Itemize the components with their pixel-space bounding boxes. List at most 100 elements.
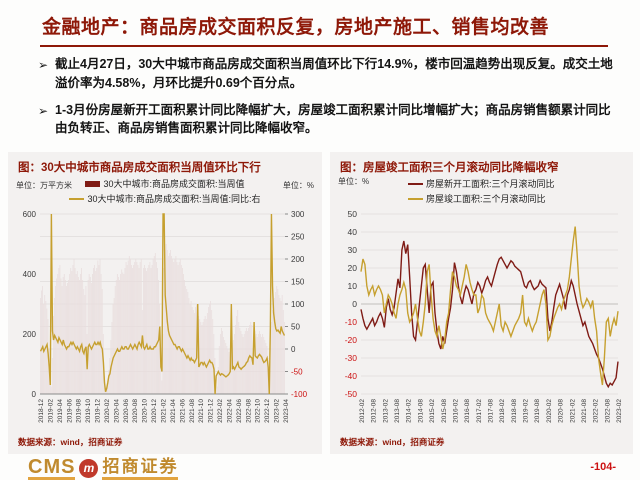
arrow-bullet-icon: ➢ (38, 103, 49, 118)
svg-text:2015-08: 2015-08 (441, 399, 448, 423)
svg-text:200: 200 (23, 330, 37, 339)
svg-text:2021-02: 2021-02 (569, 399, 576, 423)
title-underline (40, 45, 608, 47)
svg-text:2019-06: 2019-06 (66, 399, 73, 423)
svg-text:300: 300 (291, 210, 305, 219)
svg-text:10: 10 (348, 281, 358, 291)
svg-text:2019-02: 2019-02 (523, 399, 530, 423)
svg-text:2019-04: 2019-04 (57, 399, 64, 423)
svg-text:2014-08: 2014-08 (417, 399, 424, 423)
svg-text:2021-12: 2021-12 (208, 399, 215, 423)
svg-text:2019-08: 2019-08 (534, 399, 541, 423)
svg-text:2022-02: 2022-02 (217, 399, 224, 423)
svg-text:2021-10: 2021-10 (198, 399, 205, 423)
bullet-item: ➢ 截止4月27日，30大中城市商品房成交面积当周值环比下行14.9%，楼市回温… (38, 55, 614, 93)
legend-row: 房屋竣工面积:三个月滚动同比 (330, 191, 633, 206)
legend-label: 30大中城市:商品房成交面积:当周值:同比:右 (87, 194, 261, 204)
svg-text:400: 400 (23, 270, 37, 279)
legend-row: 30大中城市:商品房成交面积:当周值 (8, 176, 322, 191)
svg-text:200: 200 (291, 255, 305, 264)
svg-text:2023-02: 2023-02 (616, 399, 623, 423)
svg-text:2016-08: 2016-08 (464, 399, 471, 423)
svg-text:2023-04: 2023-04 (283, 399, 290, 423)
svg-text:0: 0 (32, 390, 37, 399)
svg-text:2020-08: 2020-08 (132, 399, 139, 423)
line-series-swatch-icon (408, 182, 423, 185)
svg-text:-40: -40 (345, 371, 358, 381)
legend-label: 房屋竣工面积:三个月滚动同比 (426, 194, 546, 204)
weekly-transaction-area-chart: 0 200 400 600 300 250 200 150 100 50 0 -50 -100 2018-… (23, 210, 308, 423)
svg-text:2018-12: 2018-12 (38, 399, 45, 423)
svg-text:40: 40 (348, 227, 358, 237)
svg-text:150: 150 (291, 278, 305, 287)
svg-text:2014-02: 2014-02 (406, 399, 413, 423)
svg-text:2020-02: 2020-02 (104, 399, 111, 423)
svg-text:30: 30 (348, 245, 358, 255)
cms-badge-icon: m (79, 459, 99, 478)
svg-text:2021-04: 2021-04 (170, 399, 177, 423)
svg-text:2017-08: 2017-08 (488, 399, 495, 423)
svg-text:2020-04: 2020-04 (113, 399, 120, 423)
svg-text:2022-12: 2022-12 (264, 399, 271, 423)
svg-text:2015-02: 2015-02 (429, 399, 436, 423)
svg-text:20: 20 (348, 263, 358, 273)
svg-text:0: 0 (291, 345, 296, 354)
svg-text:100: 100 (291, 300, 305, 309)
cms-logo: CMS m 招商证券 (28, 456, 179, 480)
svg-text:2020-06: 2020-06 (123, 399, 130, 423)
svg-text:2016-02: 2016-02 (452, 399, 459, 423)
svg-text:2012-08: 2012-08 (371, 399, 378, 423)
arrow-bullet-icon: ➢ (38, 58, 49, 72)
cms-logo-text: CMS (28, 456, 76, 480)
svg-text:-100: -100 (291, 390, 308, 399)
svg-text:-50: -50 (291, 368, 303, 377)
svg-text:2022-08: 2022-08 (604, 399, 611, 423)
data-source-note: 数据来源：wind，招商证券 (18, 437, 123, 447)
svg-text:-50: -50 (345, 389, 358, 399)
svg-text:2020-02: 2020-02 (546, 399, 553, 423)
legend-row: 30大中城市:商品房成交面积:当周值:同比:右 (8, 191, 322, 206)
svg-text:2018-02: 2018-02 (499, 399, 506, 423)
data-source-note: 数据来源：wind，招商证券 (340, 437, 445, 447)
bar-series-swatch-icon (85, 180, 101, 187)
page-number: -104- (590, 461, 616, 473)
left-axis-unit-label: 单位：万平方米 (16, 181, 72, 190)
left-chart-legend: 单位：万平方米 单位：% 30大中城市:商品房成交面积:当周值 30大中城市:商… (8, 176, 322, 208)
svg-text:2019-08: 2019-08 (76, 399, 83, 423)
svg-text:2013-02: 2013-02 (382, 399, 389, 423)
line-series-swatch-icon (408, 197, 423, 200)
svg-text:50: 50 (291, 323, 300, 332)
svg-text:600: 600 (23, 210, 37, 219)
svg-text:2019-02: 2019-02 (47, 399, 54, 423)
svg-text:2020-08: 2020-08 (558, 399, 565, 423)
left-chart-panel: 图：30大中城市商品房成交面积当周值环比下行 单位：万平方米 单位：% 30大中… (8, 152, 322, 454)
svg-text:2012-02: 2012-02 (359, 399, 366, 423)
summary-bullets: ➢ 截止4月27日，30大中城市商品房成交面积当周值环比下行14.9%，楼市回温… (38, 55, 614, 146)
svg-text:2019-10: 2019-10 (85, 399, 92, 423)
svg-text:2020-10: 2020-10 (142, 399, 149, 423)
svg-text:50: 50 (348, 209, 358, 219)
bullet-text: 1-3月份房屋新开工面积累计同比降幅扩大，房屋竣工面积累计同比增幅扩大；商品房销… (55, 102, 611, 136)
line-series-swatch-icon (69, 197, 85, 200)
legend-label: 房屋新开工面积:三个月滚动同比 (426, 179, 555, 189)
bullet-item: ➢ 1-3月份房屋新开工面积累计同比降幅扩大，房屋竣工面积累计同比增幅扩大；商品… (38, 101, 614, 139)
right-chart-caption: 图：房屋竣工面积三个月滚动同比降幅收窄 (340, 162, 559, 174)
svg-text:2019-12: 2019-12 (95, 399, 102, 423)
svg-text:-30: -30 (345, 353, 358, 363)
svg-text:-20: -20 (345, 335, 358, 345)
svg-text:2023-02: 2023-02 (274, 399, 281, 423)
svg-text:2013-08: 2013-08 (394, 399, 401, 423)
svg-text:0: 0 (352, 299, 357, 309)
svg-text:2018-08: 2018-08 (511, 399, 518, 423)
bullet-text: 截止4月27日，30大中城市商品房成交面积当周值环比下行14.9%，楼市回温趋势… (55, 57, 613, 90)
page-title: 金融地产：商品房成交面积反复，房地产施工、销售均改善 (42, 17, 550, 38)
svg-text:2022-02: 2022-02 (593, 399, 600, 423)
right-axis-unit-label: 单位：% (282, 181, 314, 190)
left-chart-caption: 图：30大中城市商品房成交面积当周值环比下行 (18, 162, 261, 174)
svg-text:250: 250 (291, 233, 305, 242)
brand-name: 招商证券 (102, 457, 179, 480)
svg-text:2022-06: 2022-06 (236, 399, 243, 423)
svg-text:2021-02: 2021-02 (161, 399, 168, 423)
svg-text:2021-06: 2021-06 (179, 399, 186, 423)
